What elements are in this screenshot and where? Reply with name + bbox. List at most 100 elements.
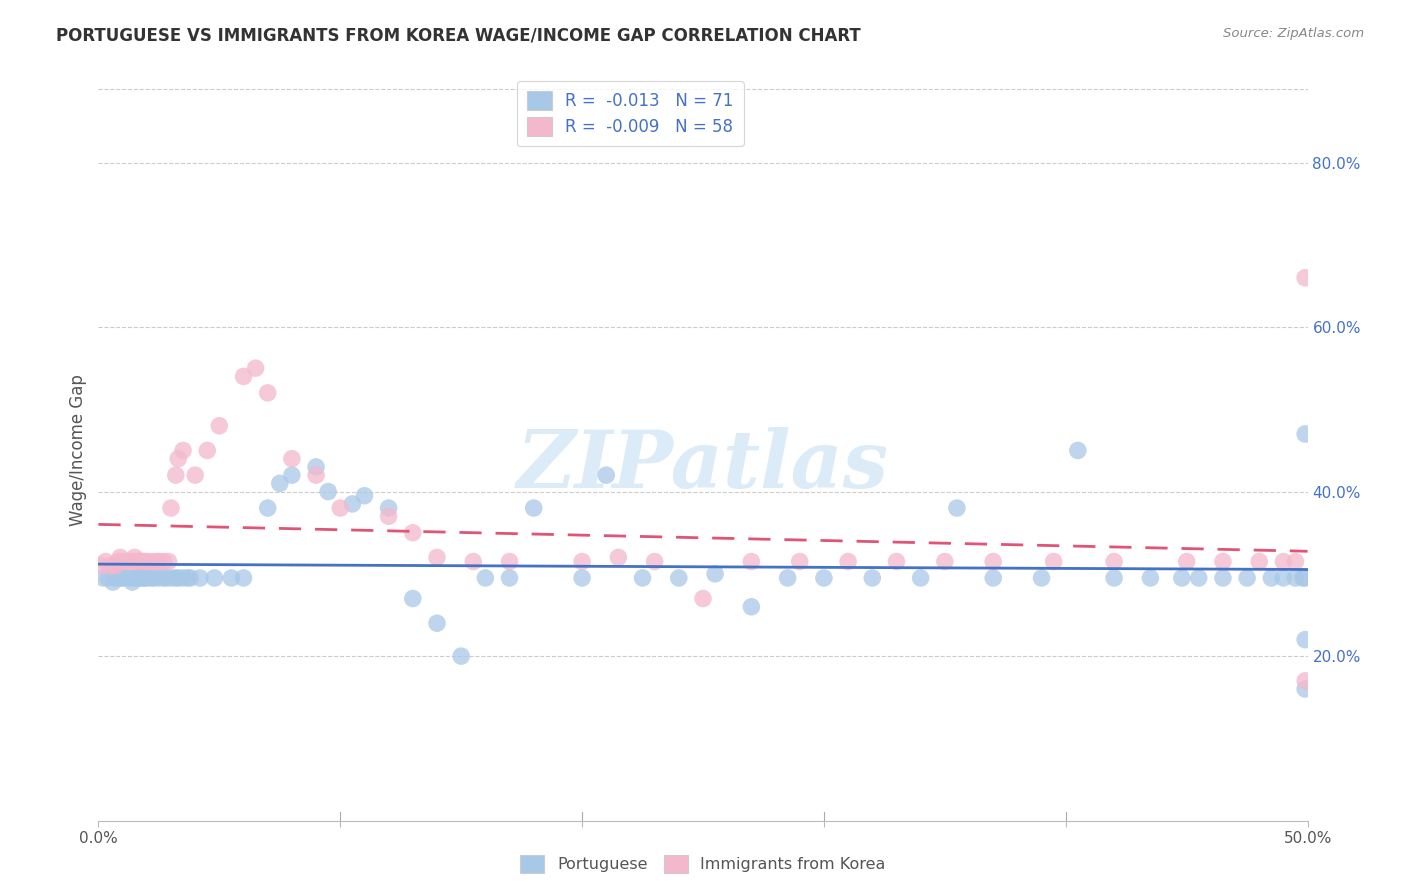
Point <box>135 571 157 585</box>
Point <box>108 571 131 585</box>
Point <box>740 554 762 569</box>
Point <box>353 489 375 503</box>
Point <box>281 468 304 483</box>
Point <box>104 558 127 573</box>
Text: PORTUGUESE VS IMMIGRANTS FROM KOREA WAGE/INCOME GAP CORRELATION CHART: PORTUGUESE VS IMMIGRANTS FROM KOREA WAGE… <box>56 27 860 45</box>
Point <box>1284 571 1306 585</box>
Text: Source: ZipAtlas.com: Source: ZipAtlas.com <box>1223 27 1364 40</box>
Point <box>245 361 267 376</box>
Point <box>1294 427 1316 442</box>
Point <box>148 554 170 569</box>
Point <box>910 571 932 585</box>
Point <box>305 459 328 474</box>
Point <box>128 554 150 569</box>
Point <box>256 501 278 516</box>
Point <box>740 599 762 614</box>
Point <box>91 571 114 585</box>
Point <box>134 571 156 585</box>
Point <box>704 566 727 581</box>
Point <box>981 571 1004 585</box>
Point <box>1102 554 1125 569</box>
Point <box>1212 554 1234 569</box>
Point <box>607 550 630 565</box>
Point <box>160 571 183 585</box>
Point <box>90 558 112 573</box>
Point <box>426 550 449 565</box>
Point <box>1067 443 1090 458</box>
Point <box>377 509 399 524</box>
Point <box>97 571 120 585</box>
Point <box>107 554 129 569</box>
Point <box>789 554 811 569</box>
Point <box>111 571 134 585</box>
Text: ZIPatlas: ZIPatlas <box>517 426 889 504</box>
Point <box>981 554 1004 569</box>
Point <box>776 571 799 585</box>
Point <box>269 476 291 491</box>
Point <box>141 571 163 585</box>
Point <box>167 571 190 585</box>
Point <box>281 451 304 466</box>
Point <box>668 571 690 585</box>
Point <box>1294 270 1316 285</box>
Point <box>1260 571 1282 585</box>
Point <box>141 554 163 569</box>
Point <box>94 554 117 569</box>
Point <box>692 591 714 606</box>
Point <box>121 575 143 590</box>
Y-axis label: Wage/Income Gap: Wage/Income Gap <box>69 375 87 526</box>
Point <box>1102 571 1125 585</box>
Point <box>152 571 174 585</box>
Point <box>184 468 207 483</box>
Point <box>111 554 134 569</box>
Point <box>523 501 546 516</box>
Point <box>1294 681 1316 696</box>
Point <box>232 571 254 585</box>
Point <box>1139 571 1161 585</box>
Point <box>1294 632 1316 647</box>
Point <box>165 468 187 483</box>
Point <box>474 571 496 585</box>
Point <box>157 554 180 569</box>
Point <box>101 575 124 590</box>
Point <box>1212 571 1234 585</box>
Point <box>316 484 339 499</box>
Point <box>177 571 200 585</box>
Point <box>463 554 485 569</box>
Point <box>172 571 194 585</box>
Point <box>498 571 520 585</box>
Point <box>571 554 593 569</box>
Point <box>167 451 190 466</box>
Point <box>631 571 654 585</box>
Point <box>232 369 254 384</box>
Point <box>145 554 167 569</box>
Point <box>1249 554 1271 569</box>
Point <box>595 468 617 483</box>
Point <box>256 385 278 400</box>
Legend: Portuguese, Immigrants from Korea: Portuguese, Immigrants from Korea <box>515 848 891 880</box>
Point <box>1294 673 1316 688</box>
Point <box>108 550 131 565</box>
Point <box>837 554 859 569</box>
Point <box>1236 571 1258 585</box>
Point <box>1031 571 1053 585</box>
Point <box>179 571 201 585</box>
Point <box>152 554 174 569</box>
Point <box>1272 554 1295 569</box>
Point <box>1294 571 1316 585</box>
Point <box>1175 554 1198 569</box>
Point <box>305 468 328 483</box>
Point <box>188 571 211 585</box>
Point <box>644 554 666 569</box>
Point <box>886 554 908 569</box>
Point <box>195 443 218 458</box>
Point <box>118 571 141 585</box>
Point <box>127 554 149 569</box>
Point <box>329 501 352 516</box>
Point <box>934 554 956 569</box>
Point <box>946 501 969 516</box>
Point <box>155 571 177 585</box>
Point <box>100 558 122 573</box>
Point <box>860 571 883 585</box>
Point <box>498 554 520 569</box>
